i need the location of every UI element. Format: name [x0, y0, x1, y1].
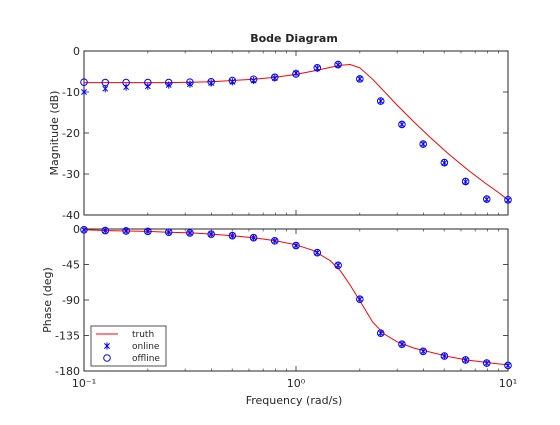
- magnitude-online-point: [123, 83, 130, 91]
- phase-online-point: [102, 226, 109, 235]
- phase-online-point: [165, 228, 172, 236]
- legend: truth online offline: [90, 325, 167, 367]
- magnitude-online-point: [420, 140, 427, 148]
- magnitude-online-point: [293, 69, 299, 77]
- frequency-tick-label: 10¹: [499, 377, 517, 390]
- phase-online-point: [208, 230, 215, 238]
- phase-online-point: [483, 359, 490, 367]
- magnitude-online-point: [144, 82, 151, 90]
- magnitude-online-point: [165, 81, 172, 89]
- phase-y-tick-label: -135: [55, 330, 80, 343]
- magnitude-online-point: [186, 80, 193, 88]
- legend-offline-circle: [103, 354, 111, 362]
- magnitude-online-point: [356, 75, 363, 83]
- chart-title: Bode Diagram: [250, 32, 338, 45]
- phase-online-point: [123, 227, 130, 235]
- phase-online-point: [462, 356, 469, 364]
- phase-online-point: [505, 361, 511, 370]
- phase-online-point: [314, 249, 321, 257]
- legend-offline-label: offline: [132, 354, 160, 364]
- phase-online-point: [81, 226, 87, 234]
- phase-y-tick-label: -180: [55, 365, 80, 378]
- phase-online-point: [271, 237, 278, 245]
- phase-online-point: [293, 241, 299, 250]
- magnitude-offline-point: [80, 78, 88, 86]
- magnitude-online-point: [441, 159, 448, 167]
- magnitude-y-tick-label: 0: [73, 45, 80, 58]
- magnitude-online-point: [483, 195, 490, 204]
- magnitude-online-point: [462, 178, 469, 186]
- magnitude-online-point: [505, 196, 511, 204]
- legend-truth-label: truth: [132, 330, 154, 340]
- magnitude-axes-box: [83, 50, 509, 216]
- magnitude-y-tick-label: -20: [62, 127, 80, 140]
- phase-online-point: [250, 234, 257, 242]
- magnitude-online-point: [81, 88, 87, 96]
- phase-online-point: [144, 227, 151, 235]
- magnitude-online-point: [102, 85, 109, 93]
- legend-online-asterisk: [104, 342, 110, 350]
- phase-y-tick-label: 0: [73, 223, 80, 236]
- phase-online-point: [441, 352, 448, 360]
- legend-online-label: online: [132, 342, 160, 352]
- magnitude-online-point: [271, 74, 278, 82]
- phase-y-tick-label: -90: [62, 294, 80, 307]
- magnitude-axis-label: Magnitude (dB): [48, 91, 61, 176]
- magnitude-y-tick-label: -40: [62, 209, 80, 222]
- magnitude-online-point: [250, 76, 257, 85]
- phase-y-tick-label: -45: [62, 259, 80, 272]
- phase-online-point: [420, 347, 427, 355]
- legend-online-marker: [104, 342, 110, 350]
- magnitude-online-point: [208, 79, 215, 87]
- frequency-axis-label: Frequency (rad/s): [246, 394, 343, 407]
- phase-online-point: [377, 329, 384, 337]
- magnitude-y-tick-label: -30: [62, 168, 80, 181]
- phase-online-point: [186, 229, 193, 237]
- magnitude-online-point: [398, 120, 405, 128]
- frequency-tick-label: 10⁻¹: [72, 377, 96, 390]
- magnitude-online-point: [229, 78, 236, 86]
- phase-axis-label: Phase (deg): [41, 267, 54, 333]
- magnitude-y-tick-label: -10: [62, 86, 80, 99]
- legend-offline-marker: [103, 354, 111, 362]
- phase-online-point: [229, 232, 236, 240]
- magnitude-online-point: [314, 64, 321, 72]
- phase-online-point: [356, 295, 363, 303]
- phase-online-point: [335, 261, 342, 269]
- phase-online-point: [398, 340, 405, 348]
- magnitude-online-point: [335, 61, 342, 69]
- magnitude-online-point: [377, 97, 384, 105]
- frequency-tick-label: 10⁰: [287, 377, 306, 390]
- magnitude-panel: Magnitude (dB) -40 -30 -20 -10 0: [48, 45, 512, 222]
